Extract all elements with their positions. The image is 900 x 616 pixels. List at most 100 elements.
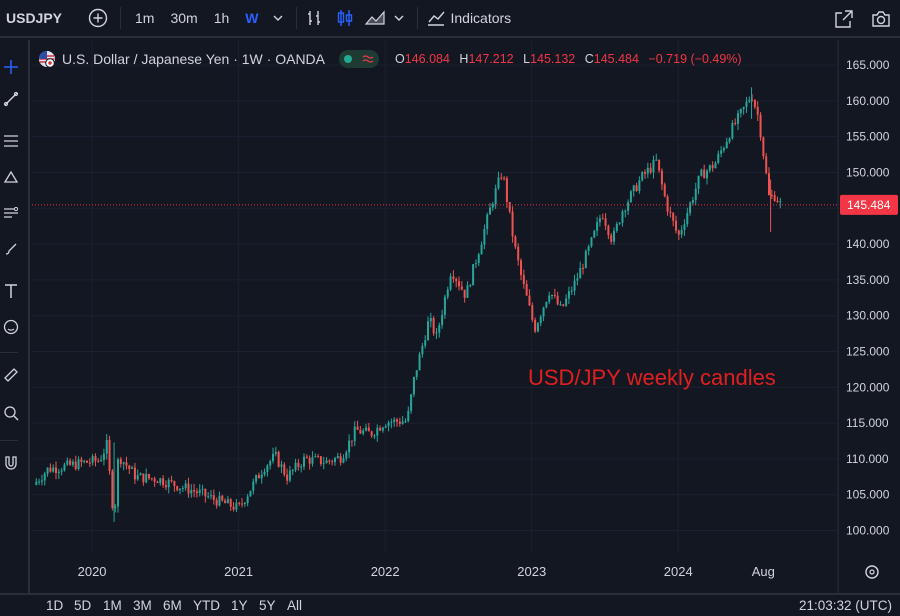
candle-body (756, 106, 759, 115)
bar-chart-type-icon[interactable] (303, 6, 327, 30)
interval-30m[interactable]: 30m (170, 10, 198, 26)
candle-body (697, 175, 700, 189)
area-chart-type-icon[interactable] (363, 6, 387, 30)
range-5y[interactable]: 5Y (259, 598, 276, 613)
last-price-label: 145.484 (847, 198, 891, 212)
candle-body (207, 496, 210, 498)
range-all[interactable]: All (287, 598, 303, 613)
candle-body (272, 453, 275, 462)
candle-body (449, 276, 452, 290)
candle-body (195, 491, 198, 494)
candle-body (596, 222, 599, 231)
candle-body (480, 244, 483, 255)
range-1y[interactable]: 1Y (231, 598, 248, 613)
candle-body (148, 474, 151, 479)
brush-icon[interactable] (0, 236, 22, 262)
candle-body (573, 280, 576, 291)
range-1d[interactable]: 1D (46, 598, 64, 613)
candle-body (266, 465, 269, 472)
trend-line-icon[interactable] (0, 86, 22, 112)
candle-body (297, 462, 300, 468)
pattern-icon[interactable] (0, 164, 22, 190)
emoji-icon[interactable] (0, 314, 22, 340)
y-tick-label: 120.000 (846, 380, 890, 394)
y-tick-label: 150.000 (846, 165, 890, 179)
interval-1m[interactable]: 1m (135, 10, 155, 26)
market-open-dot-icon (344, 55, 352, 63)
candle-body (387, 422, 390, 427)
crosshair-icon[interactable] (0, 54, 22, 80)
candle-body (187, 483, 190, 494)
ruler-icon[interactable] (0, 362, 22, 388)
prediction-tool-icon[interactable] (0, 200, 22, 226)
camera-icon[interactable] (869, 7, 893, 31)
market-status-badge[interactable] (339, 50, 379, 68)
candle-body (703, 169, 706, 179)
candle-body (83, 460, 86, 462)
candle-body (365, 427, 368, 431)
symbol-search[interactable]: USDJPY (6, 10, 63, 26)
candle-body (460, 286, 463, 290)
indicators-icon[interactable] (424, 6, 448, 30)
candle-body (567, 291, 570, 299)
wave-icon (362, 55, 374, 63)
settings-icon[interactable] (865, 565, 879, 579)
candle-body (367, 427, 370, 432)
chevron-down-icon[interactable] (387, 6, 411, 30)
compare-add-icon[interactable] (86, 6, 110, 30)
zoom-icon[interactable] (0, 400, 22, 426)
magnet-icon[interactable] (0, 450, 22, 476)
candle-body (762, 137, 765, 157)
candle-body (576, 278, 579, 281)
chart-title[interactable]: U.S. Dollar / Japanese Yen · 1W · OANDA (62, 51, 325, 67)
price-chart[interactable]: 100.000 105.000 110.000 115.000 120.000 125.0… (32, 40, 900, 593)
candles-chart-type-icon[interactable] (333, 6, 357, 30)
candle-body (776, 200, 779, 203)
candle-body (638, 180, 641, 192)
candle-body (52, 467, 55, 472)
candle-body (40, 480, 43, 482)
candle-body (71, 461, 74, 465)
interval-w[interactable]: W (245, 10, 259, 26)
candle-body (46, 467, 49, 474)
candle-body (243, 502, 246, 504)
candle-body (686, 213, 689, 225)
interval-1h[interactable]: 1h (213, 10, 230, 26)
candle-body (353, 426, 356, 442)
candle-body (731, 122, 734, 139)
candle-body (536, 323, 539, 332)
candle-body (737, 113, 740, 124)
range-6m[interactable]: 6M (163, 598, 182, 613)
candle-body (252, 481, 255, 491)
candle-body (122, 462, 125, 464)
snapshot-publish-icon[interactable] (832, 7, 856, 31)
indicators-button[interactable]: Indicators (450, 10, 512, 26)
range-3m[interactable]: 3M (133, 598, 152, 613)
candle-body (108, 439, 111, 472)
chevron-down-icon[interactable] (266, 6, 290, 30)
utc-clock[interactable]: 21:03:32 (UTC) (798, 598, 892, 613)
candle-body (556, 295, 559, 305)
candle-body (531, 305, 534, 320)
y-tick-label: 140.000 (846, 237, 890, 251)
candle-body (86, 460, 89, 463)
range-1m[interactable]: 1M (103, 598, 122, 613)
candle-body (136, 475, 139, 480)
candle-body (494, 188, 497, 205)
range-5d[interactable]: 5D (74, 598, 92, 613)
fib-retracement-icon[interactable] (0, 128, 22, 154)
candle-body (542, 307, 545, 317)
candle-body (232, 506, 235, 510)
text-tool-icon[interactable] (0, 278, 22, 304)
candle-body (768, 173, 771, 196)
toolbar-divider (0, 352, 18, 353)
x-tick-label: 2022 (371, 564, 400, 579)
candle-body (114, 506, 117, 509)
candle-body (229, 499, 232, 507)
range-ytd[interactable]: YTD (193, 598, 220, 613)
y-tick-label: 155.000 (846, 130, 890, 144)
candle-body (520, 260, 523, 275)
candle-body (587, 246, 590, 251)
candle-body (582, 267, 585, 269)
x-tick-label: Aug (752, 564, 775, 579)
